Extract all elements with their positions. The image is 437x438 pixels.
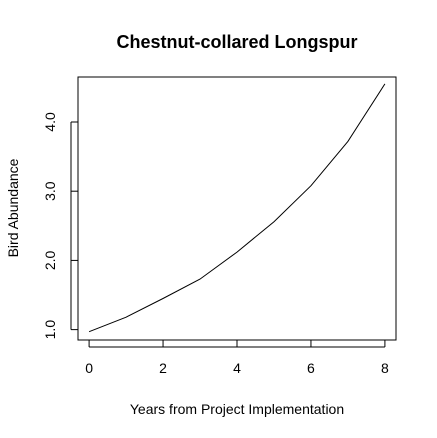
y-tick-label: 2.0 (42, 250, 58, 270)
plot-area (77, 76, 397, 341)
x-tick-label: 8 (381, 360, 389, 376)
x-tick-label: 2 (159, 360, 167, 376)
plot-frame (77, 76, 397, 341)
x-axis: 0 2 4 6 8 (85, 340, 389, 376)
x-axis-label: Years from Project Implementation (130, 401, 344, 417)
y-tick-label: 3.0 (42, 181, 58, 201)
series-line-1 (88, 83, 386, 333)
x-tick-label: 4 (233, 360, 241, 376)
y-axis: 1.0 2.0 3.0 4.0 (42, 112, 78, 339)
y-tick-label: 4.0 (42, 112, 58, 132)
x-tick-label: 0 (85, 360, 93, 376)
y-tick-label: 1.0 (42, 320, 58, 340)
chart-title: Chestnut-collared Longspur (116, 32, 357, 52)
y-axis-label: Bird Abundance (5, 158, 21, 257)
x-tick-label: 6 (307, 360, 315, 376)
